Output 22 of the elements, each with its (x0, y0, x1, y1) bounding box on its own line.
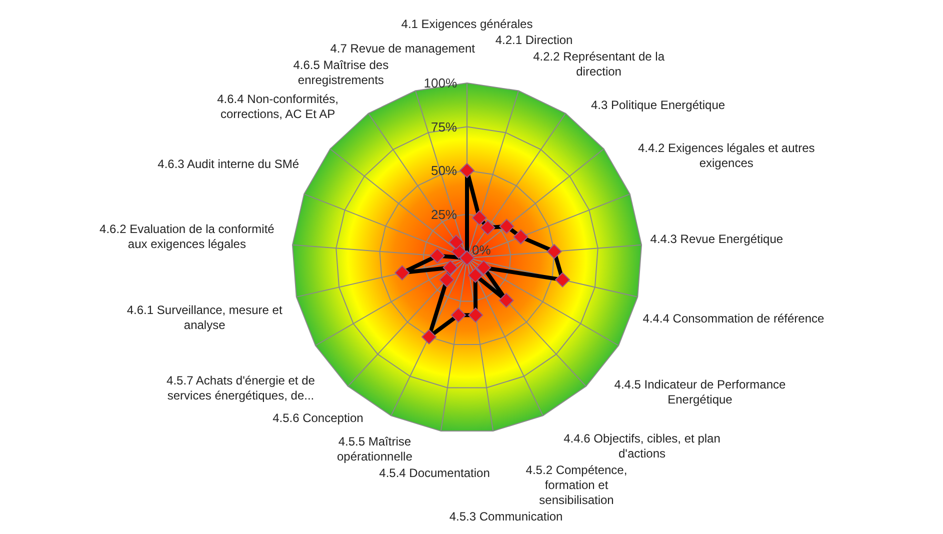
spoke-label: 4.5.4 Documentation (379, 466, 490, 480)
spoke-label: 4.1 Exigences générales (401, 17, 533, 31)
spoke-label: 4.2.1 Direction (495, 33, 573, 48)
spoke-label: 4.4.6 Objectifs, cibles, et plan d'actions (564, 432, 720, 461)
spoke-label: 4.6.5 Maîtrise des enregistrements (293, 58, 389, 88)
spoke-label: 4.6.4 Non-conformités, corrections, AC Et AP (217, 92, 339, 122)
spoke-label: 4.4.3 Revue Energétique (650, 232, 784, 246)
y-tick-label: 100% (424, 76, 458, 91)
spoke-label: 4.4.2 Exigences légales et autres exigences (638, 141, 815, 170)
spoke-label: 4.2.2 Représentant de la direction (533, 50, 665, 79)
spoke-label: 4.5.6 Conception (272, 411, 364, 426)
spoke-label: 4.6.1 Surveillance, mesure et analyse (126, 302, 283, 332)
spoke-label: 4.7 Revue de management (330, 42, 476, 56)
spoke-label: 4.5.7 Achats d'énergie et de services énergétiques, de... (166, 374, 316, 403)
spoke-label: 4.6.2 Evaluation de la conformité aux exigences légales (100, 222, 275, 252)
spoke-label: 4.6.3 Audit interne du SMé (158, 156, 300, 171)
spoke-label: 4.4.5 Indicateur de Performance Energétique (614, 378, 786, 407)
spoke-label: 4.5.2 Compétence, formation et sensibilisation (526, 462, 628, 507)
spoke-label: 4.4.4 Consommation de référence (642, 311, 825, 326)
spoke-label: 4.5.5 Maîtrise opérationnelle (336, 434, 413, 464)
spoke-label: 4.5.3 Communication (449, 509, 563, 524)
spoke-label: 4.3 Politique Energétique (590, 98, 726, 112)
